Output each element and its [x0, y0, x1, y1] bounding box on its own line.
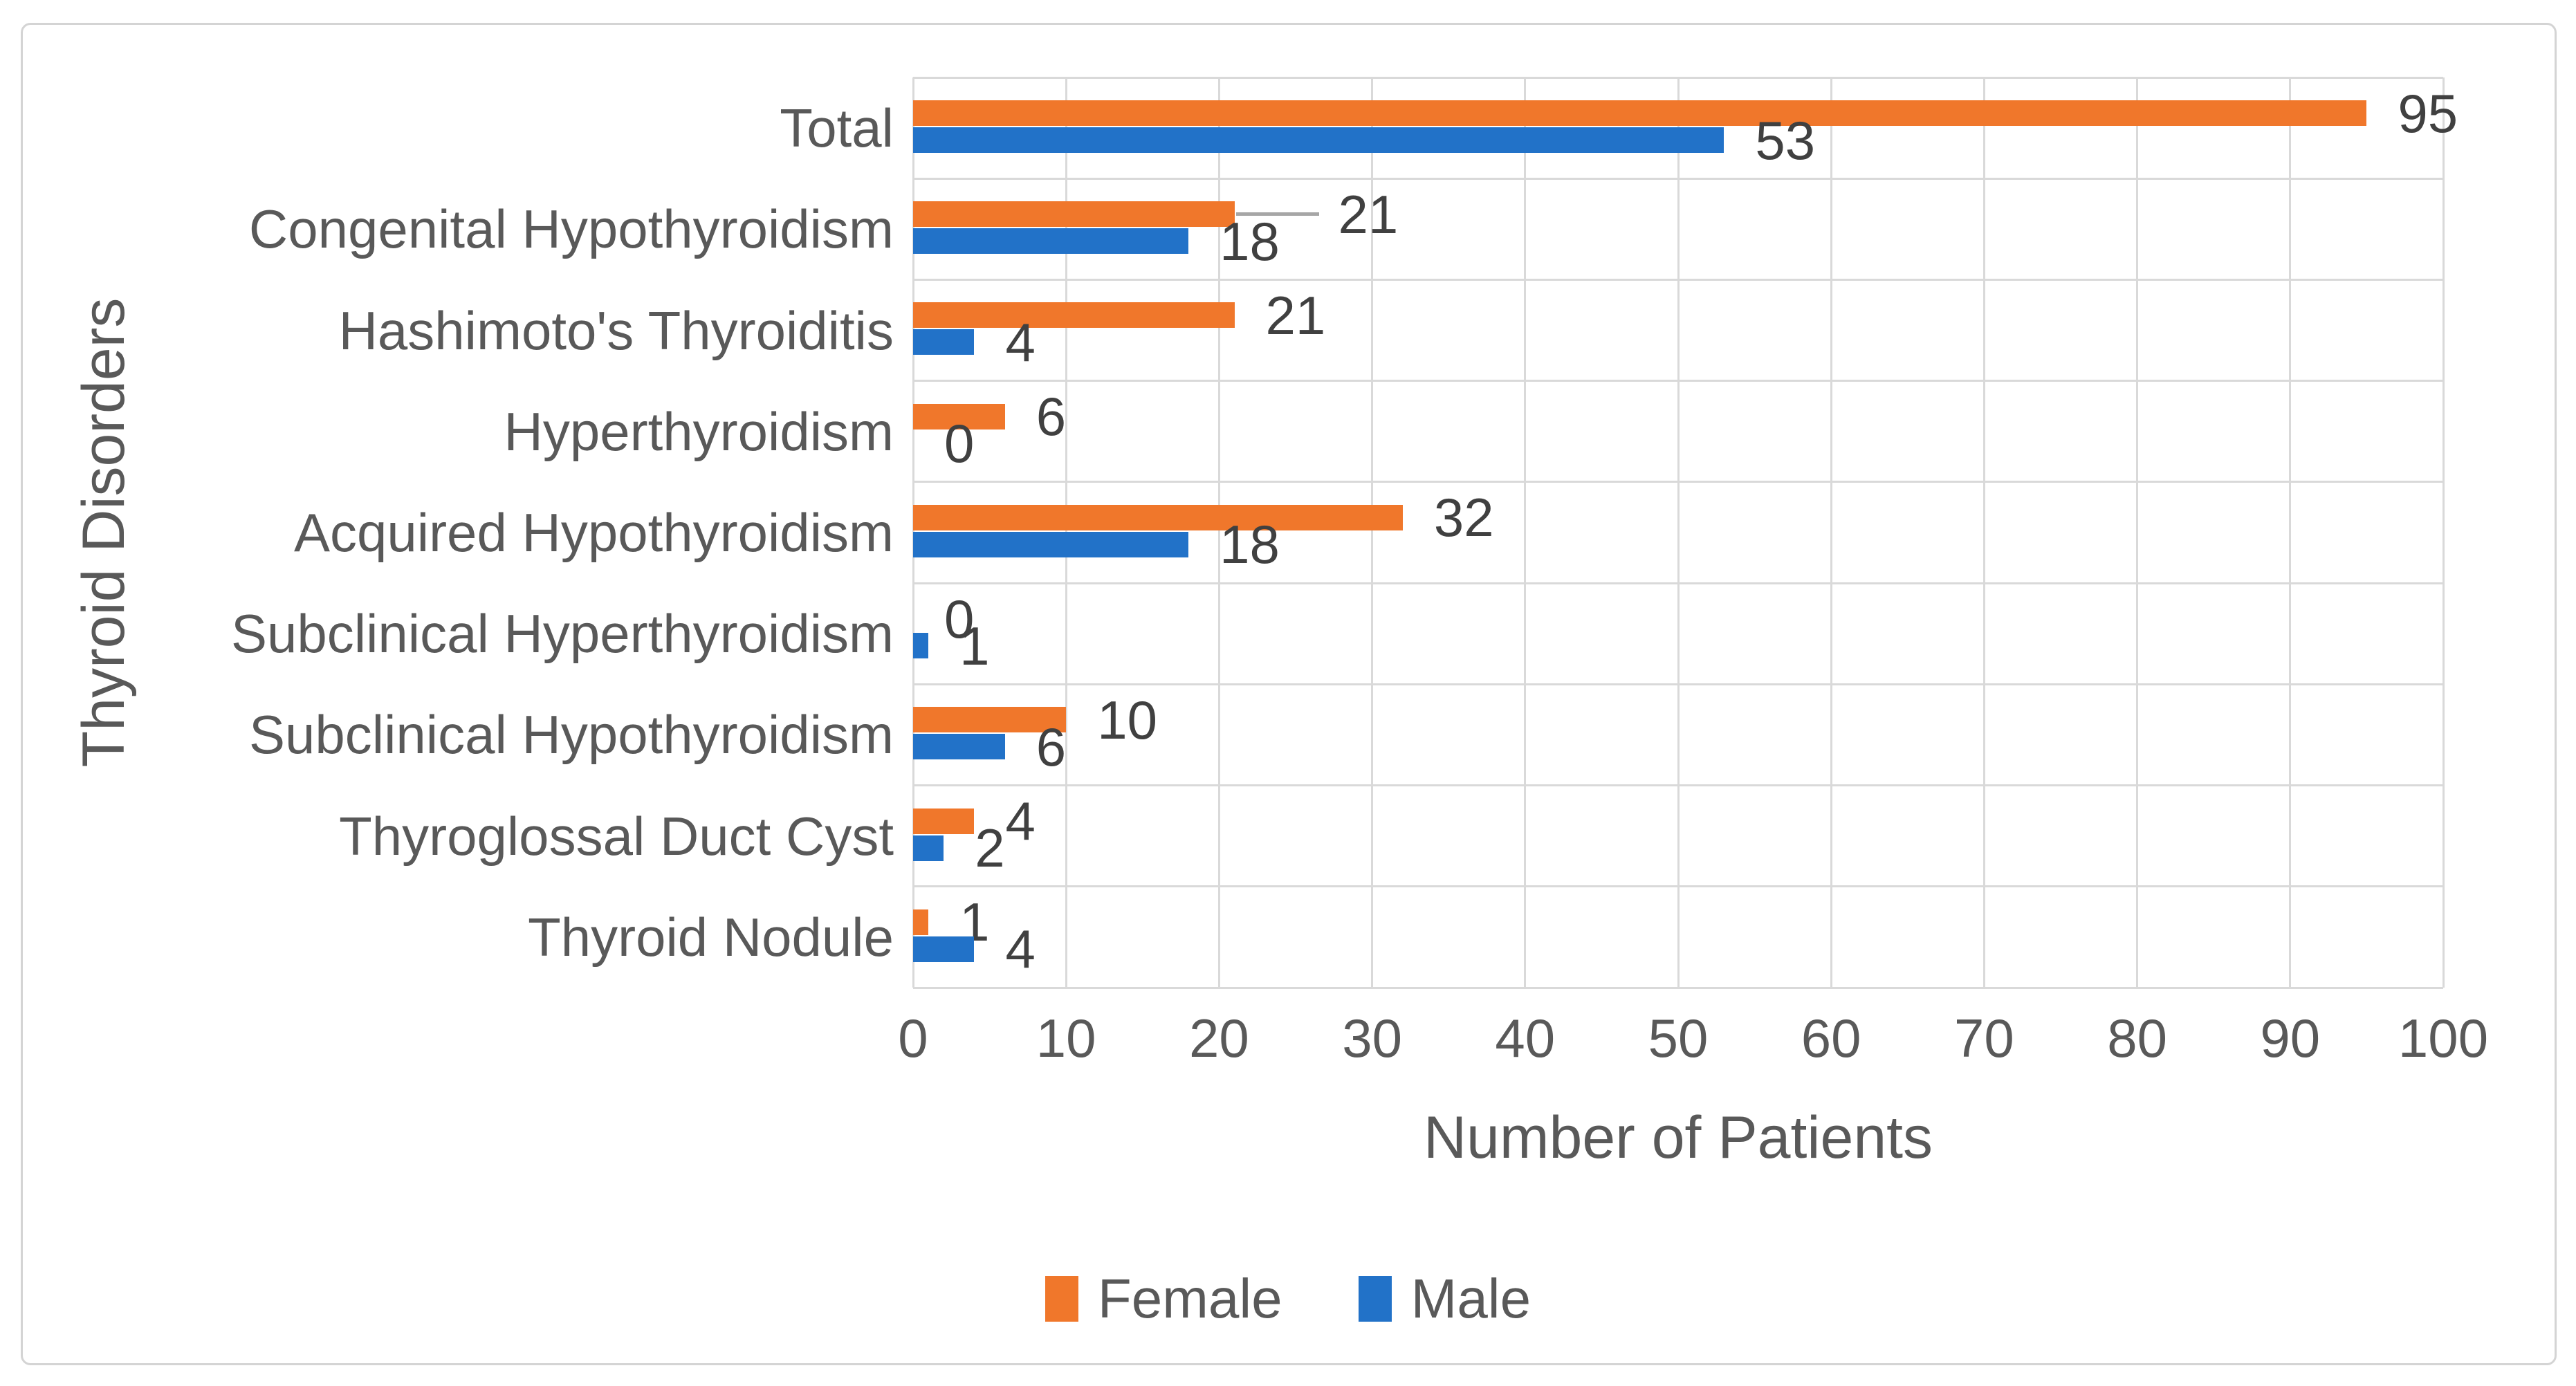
gridline-horizontal-6	[913, 683, 2443, 685]
bar-male-subclinical-hypothyroidism	[913, 734, 1005, 760]
bar-female-acquired-hypothyroidism	[913, 504, 1403, 530]
gridline-vertical-50	[1677, 77, 1680, 988]
bar-male-thyroid-nodule	[913, 936, 975, 962]
data-label-male-congenital-hypothyroidism: 18	[1220, 210, 1280, 272]
x-tick-label-0: 0	[898, 1008, 928, 1069]
legend-swatch-male	[1358, 1276, 1392, 1322]
data-label-male-thyroid-nodule: 4	[1005, 918, 1036, 980]
chart-frame	[21, 23, 2557, 1365]
gridline-horizontal-9	[913, 986, 2443, 989]
data-label-female-thyroglossal-duct-cyst: 4	[1005, 791, 1036, 852]
gridline-horizontal-4	[913, 481, 2443, 483]
bar-female-subclinical-hypothyroidism	[913, 707, 1067, 733]
gridline-vertical-40	[1524, 77, 1527, 988]
bar-female-thyroid-nodule	[913, 909, 929, 935]
gridline-horizontal-3	[913, 380, 2443, 382]
gridline-horizontal-5	[913, 582, 2443, 584]
data-label-male-hyperthyroidism: 0	[944, 413, 975, 474]
data-label-female-subclinical-hypothyroidism: 10	[1097, 689, 1157, 750]
plot-area: 95 21 21 6 32 0 10 4 1 53 18 4 0 18 1 6 2 4	[912, 76, 2458, 989]
legend-swatch-female	[1045, 1276, 1078, 1322]
gridline-vertical-20	[1217, 77, 1220, 988]
data-label-male-total: 53	[1755, 109, 1816, 171]
x-tick-label-20: 20	[1189, 1008, 1249, 1069]
legend: Female Male	[0, 1271, 2576, 1327]
gridline-vertical-30	[1371, 77, 1374, 988]
gridline-horizontal-0	[913, 76, 2443, 79]
x-tick-label-50: 50	[1648, 1008, 1709, 1069]
data-label-leader-line	[1235, 212, 1319, 216]
x-tick-label-80: 80	[2107, 1008, 2167, 1069]
legend-item-female: Female	[1045, 1271, 1282, 1327]
x-tick-label-30: 30	[1342, 1008, 1402, 1069]
x-tick-label-40: 40	[1495, 1008, 1556, 1069]
data-label-male-thyroglossal-duct-cyst: 2	[975, 817, 1005, 879]
data-label-male-subclinical-hypothyroidism: 6	[1036, 716, 1067, 777]
bar-male-congenital-hypothyroidism	[913, 228, 1189, 255]
data-label-female-hashimoto-s-thyroiditis: 21	[1265, 284, 1326, 346]
bar-male-total	[913, 127, 1724, 153]
x-tick-label-70: 70	[1954, 1008, 2014, 1069]
legend-item-male: Male	[1358, 1268, 1531, 1329]
legend-label-female: Female	[1097, 1268, 1282, 1329]
x-tick-label-10: 10	[1036, 1008, 1096, 1069]
gridline-vertical-70	[1982, 77, 1985, 988]
data-label-female-subclinical-hyperthyroidism: 0	[944, 588, 975, 649]
data-label-female-hyperthyroidism: 6	[1036, 386, 1067, 447]
x-axis-title: Number of Patients	[1423, 1105, 1933, 1171]
x-tick-label-90: 90	[2260, 1008, 2321, 1069]
data-label-male-acquired-hypothyroidism: 18	[1220, 514, 1280, 575]
bar-female-hyperthyroidism	[913, 403, 1005, 429]
y-axis-title: Thyroid Disorders	[71, 297, 137, 768]
data-label-male-subclinical-hyperthyroidism: 1	[959, 615, 990, 676]
gridline-horizontal-2	[913, 278, 2443, 281]
x-tick-label-100: 100	[2398, 1008, 2489, 1069]
legend-label-male: Male	[1410, 1268, 1531, 1329]
gridline-vertical-80	[2136, 77, 2139, 988]
bar-male-thyroglossal-duct-cyst	[913, 835, 944, 861]
gridline-horizontal-8	[913, 885, 2443, 888]
gridline-vertical-100	[2442, 77, 2445, 988]
data-label-female-acquired-hypothyroidism: 32	[1433, 487, 1494, 548]
data-label-female-total: 95	[2398, 82, 2458, 144]
x-tick-label-60: 60	[1801, 1008, 1861, 1069]
bar-male-subclinical-hyperthyroidism	[913, 633, 929, 659]
bar-female-thyroglossal-duct-cyst	[913, 808, 975, 834]
gridline-horizontal-1	[913, 177, 2443, 180]
bar-female-total	[913, 100, 2367, 126]
bar-female-hashimoto-s-thyroiditis	[913, 302, 1235, 329]
gridline-vertical-90	[2289, 77, 2292, 988]
bar-female-congenital-hypothyroidism	[913, 201, 1235, 228]
data-label-female-congenital-hypothyroidism: 21	[1338, 183, 1399, 245]
gridline-horizontal-7	[913, 784, 2443, 787]
bar-male-acquired-hypothyroidism	[913, 531, 1189, 557]
data-label-male-hashimoto-s-thyroiditis: 4	[1005, 311, 1036, 373]
gridline-vertical-60	[1830, 77, 1832, 988]
bar-male-hashimoto-s-thyroiditis	[913, 329, 975, 355]
